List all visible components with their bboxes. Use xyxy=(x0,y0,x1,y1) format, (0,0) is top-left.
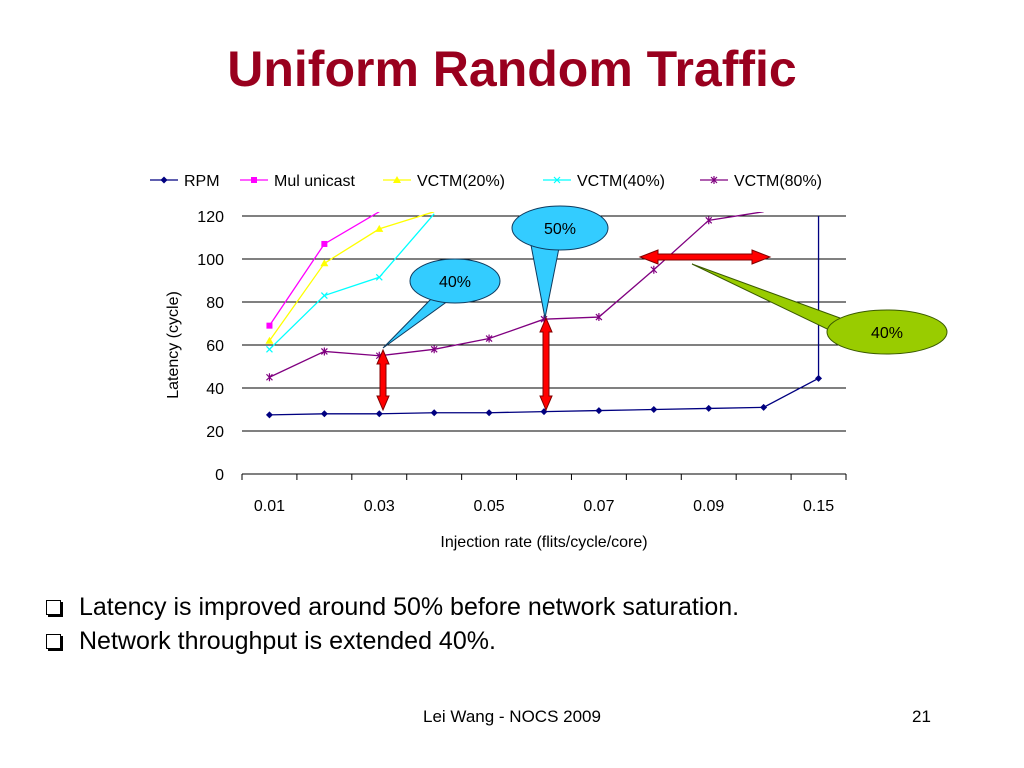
data-point xyxy=(705,404,713,412)
data-point xyxy=(815,374,823,382)
data-point xyxy=(266,322,273,329)
y-tick-label: 0 xyxy=(215,467,224,484)
callout-label: 40% xyxy=(439,274,471,291)
data-point xyxy=(595,313,603,322)
data-point xyxy=(375,410,383,418)
x-tick-label: 0.09 xyxy=(693,498,724,515)
data-point xyxy=(160,176,168,184)
data-point xyxy=(760,403,768,411)
series-mul-unicast xyxy=(266,212,380,329)
series-vctm-20- xyxy=(265,212,435,344)
page-number: 21 xyxy=(912,707,931,726)
data-point xyxy=(266,345,273,353)
series-vctm-40- xyxy=(266,213,435,353)
x-axis-label: Injection rate (flits/cycle/core) xyxy=(440,534,647,551)
data-point xyxy=(321,240,328,247)
callout-pointer xyxy=(382,294,454,349)
callout-bubble xyxy=(409,258,501,304)
legend-label: VCTM(80%) xyxy=(734,173,822,190)
x-tick-label: 0.01 xyxy=(254,498,285,515)
red-double-arrow xyxy=(539,316,553,412)
callout-bubble xyxy=(826,309,948,355)
y-tick-label: 40 xyxy=(206,381,224,398)
data-point xyxy=(393,176,401,183)
data-point xyxy=(595,407,603,415)
data-point xyxy=(265,411,273,419)
data-point xyxy=(251,177,257,183)
x-tick-label: 0.07 xyxy=(583,498,614,515)
data-point xyxy=(430,409,438,417)
data-point xyxy=(485,409,493,417)
series-line xyxy=(269,216,820,416)
y-tick-label: 60 xyxy=(206,338,224,355)
checkbox-bullet-icon xyxy=(46,599,61,615)
x-tick-label: 0.15 xyxy=(803,498,834,515)
y-tick-label: 100 xyxy=(197,252,224,269)
legend-label: VCTM(20%) xyxy=(417,173,505,190)
data-point xyxy=(320,347,328,356)
checkbox-bullet-icon xyxy=(46,633,61,649)
y-tick-label: 80 xyxy=(206,295,224,312)
bullet-item: Latency is improved around 50% before ne… xyxy=(46,590,739,624)
data-point xyxy=(266,373,273,382)
data-point xyxy=(705,216,713,225)
data-point xyxy=(553,176,561,184)
data-point xyxy=(485,334,493,343)
series-line xyxy=(268,213,435,350)
x-tick-label: 0.05 xyxy=(474,498,505,515)
callout-label: 50% xyxy=(544,221,576,238)
bullet-item: Network throughput is extended 40%. xyxy=(46,624,739,658)
data-point xyxy=(265,336,274,344)
data-point xyxy=(375,224,384,232)
series-line xyxy=(268,212,435,342)
slide-title: Uniform Random Traffic xyxy=(227,41,797,97)
callout-bubble xyxy=(511,205,609,251)
y-tick-label: 20 xyxy=(206,424,224,441)
y-tick-label: 120 xyxy=(197,209,224,226)
series-line xyxy=(269,212,764,378)
data-point xyxy=(320,410,328,418)
series-rpm xyxy=(265,216,823,419)
bullet-text: Latency is improved around 50% before ne… xyxy=(79,592,740,621)
callout-pointer xyxy=(529,239,561,319)
data-point xyxy=(430,345,438,354)
red-double-arrow xyxy=(638,249,772,265)
series-line xyxy=(268,212,380,327)
footer-text: Lei Wang - NOCS 2009 xyxy=(423,707,601,726)
legend-label: VCTM(40%) xyxy=(577,173,665,190)
data-point xyxy=(650,265,658,274)
y-axis-label: Latency (cycle) xyxy=(165,291,182,399)
legend-label: RPM xyxy=(184,173,220,190)
bullet-text: Network throughput is extended 40%. xyxy=(79,626,496,655)
data-point xyxy=(650,406,658,413)
data-point xyxy=(710,176,718,184)
callout-label: 40% xyxy=(871,325,903,342)
x-tick-label: 0.03 xyxy=(364,498,395,515)
legend-label: Mul unicast xyxy=(274,173,355,190)
data-point xyxy=(320,292,328,299)
data-point xyxy=(375,273,383,281)
data-point xyxy=(320,259,329,267)
series-vctm-80- xyxy=(266,212,764,382)
bullet-list: Latency is improved around 50% before ne… xyxy=(46,590,739,658)
red-double-arrow xyxy=(376,348,390,412)
